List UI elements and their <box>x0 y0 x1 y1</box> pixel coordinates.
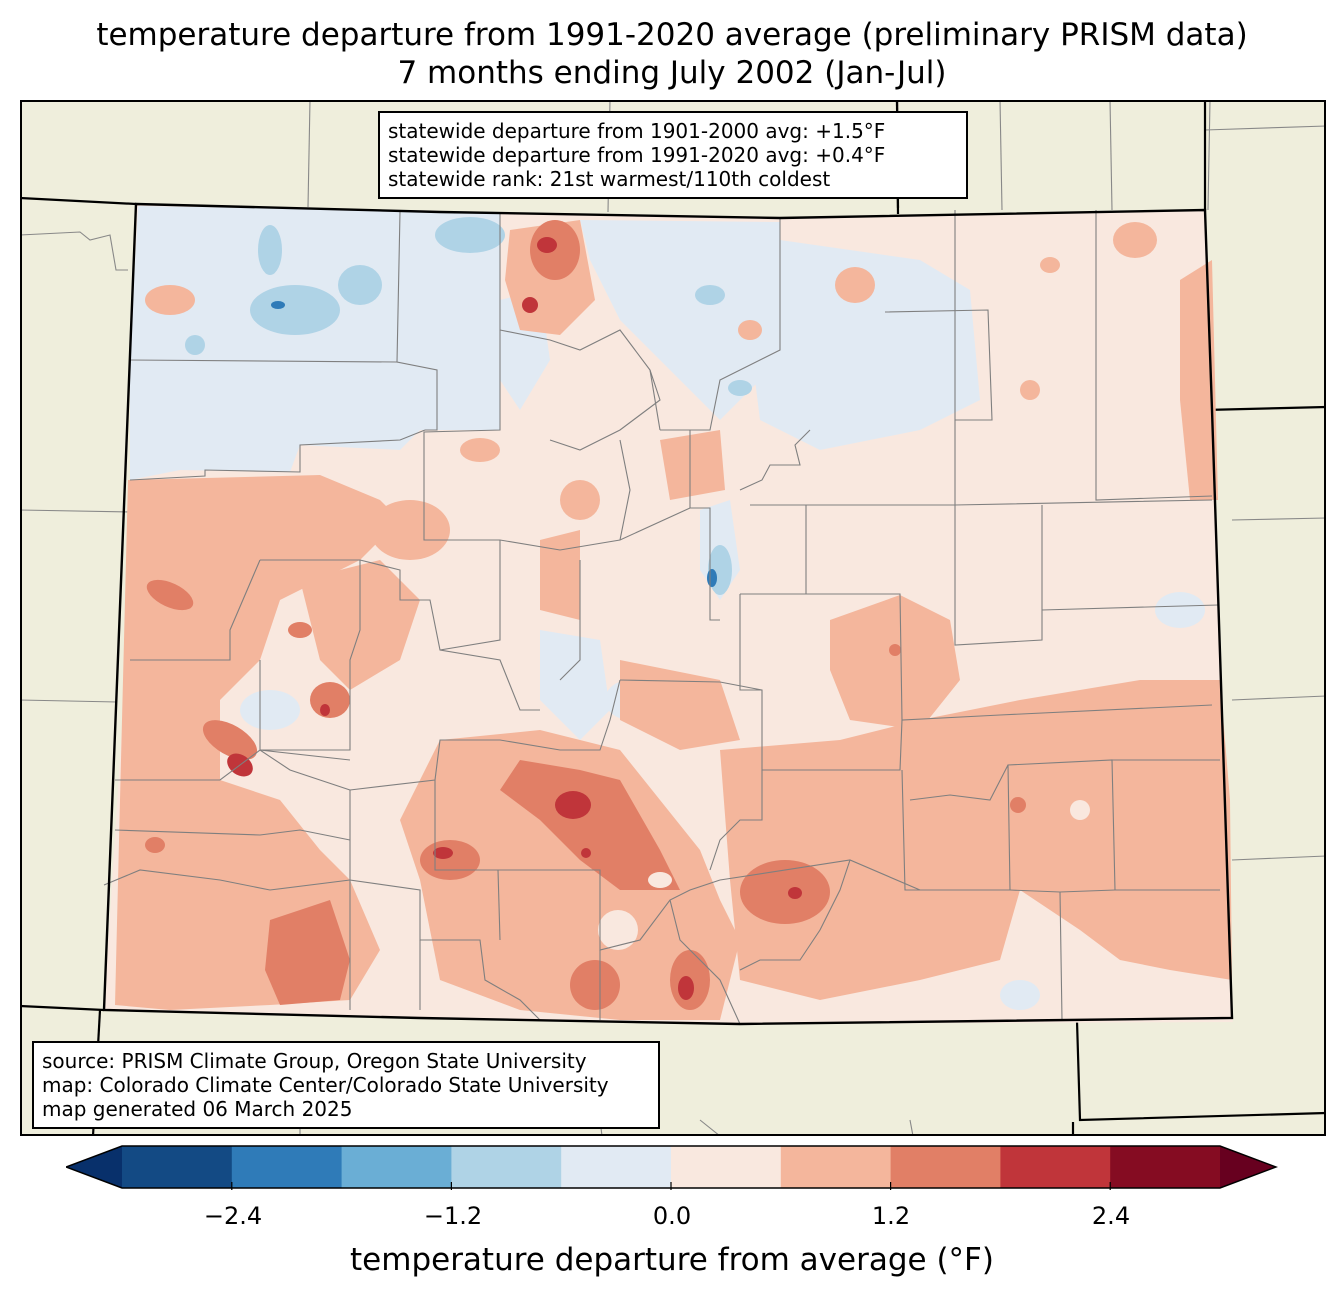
map-frame <box>20 100 1326 1136</box>
colorbar-cell <box>451 1146 562 1188</box>
warmer-anomaly-regions <box>145 220 1026 1010</box>
colorbar-tick-label: 1.2 <box>871 1202 911 1230</box>
colorado-state-border <box>102 202 1234 1026</box>
colorbar-label: temperature departure from average (°F) <box>350 1242 994 1278</box>
colorbar-tick-label: −1.2 <box>423 1202 483 1230</box>
map-subtitle: 7 months ending July 2002 (Jan-Jul) <box>397 55 947 91</box>
generated-date-line: map generated 06 March 2025 <box>42 1097 353 1121</box>
colorbar-extend-high <box>1220 1146 1276 1188</box>
stat-departure-1991-2020: statewide departure from 1991-2020 avg: … <box>388 143 886 167</box>
warmest-anomaly-spots <box>227 237 802 1000</box>
colorbar-tick-label: −2.4 <box>203 1202 263 1230</box>
colorbar-cell <box>780 1146 892 1188</box>
colorbar-tick-label: 0.0 <box>652 1202 692 1230</box>
colorbar-tick-label: 2.4 <box>1091 1202 1131 1230</box>
source-line: source: PRISM Climate Group, Oregon Stat… <box>42 1049 587 1073</box>
source-box: source: PRISM Climate Group, Oregon Stat… <box>32 1041 660 1129</box>
cooler-anomaly-regions <box>185 217 752 595</box>
mild-anomaly-spots <box>598 800 1090 950</box>
colorbar-outline <box>66 1145 1278 1189</box>
colorbar <box>66 1145 1278 1190</box>
colorbar-cell <box>1000 1146 1111 1188</box>
statewide-stats-box: statewide departure from 1901-2000 avg: … <box>378 111 968 199</box>
colorado-county-lines <box>103 210 1220 1025</box>
colorado-temperature-map <box>20 100 1326 1136</box>
colorbar-cell <box>890 1146 1001 1188</box>
stat-departure-1901-2000: statewide departure from 1901-2000 avg: … <box>388 119 886 143</box>
colorbar-cell <box>341 1146 452 1188</box>
stat-rank: statewide rank: 21st warmest/110th colde… <box>388 167 831 191</box>
colorbar-cell <box>561 1146 672 1188</box>
colorbar-extend-low <box>66 1146 122 1188</box>
warm-anomaly-regions <box>115 220 1232 1020</box>
colorbar-cell <box>231 1146 343 1188</box>
colorbar-cell <box>122 1146 233 1188</box>
colorbar-cell <box>1110 1146 1221 1188</box>
map-credit-line: map: Colorado Climate Center/Colorado St… <box>42 1073 609 1097</box>
map-title: temperature departure from 1991-2020 ave… <box>96 17 1248 53</box>
colorbar-cell <box>671 1146 782 1188</box>
